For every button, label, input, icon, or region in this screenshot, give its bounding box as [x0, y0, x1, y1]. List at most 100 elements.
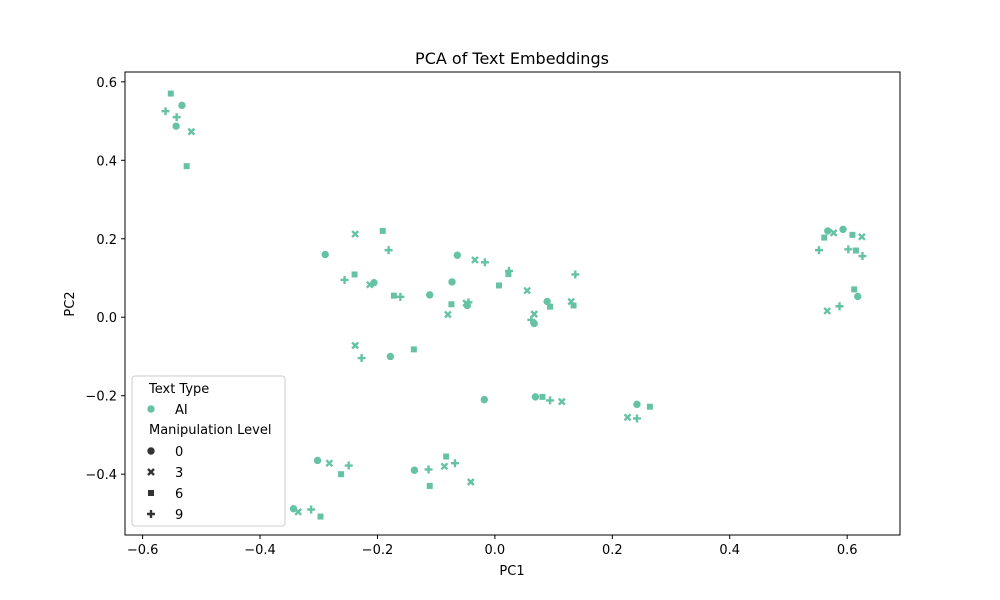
y-tick-label: 0.6	[96, 76, 117, 91]
data-point-level-9	[632, 414, 641, 423]
data-point-level-6	[183, 163, 190, 170]
legend-marker-level-0	[146, 446, 156, 456]
x-tick-label: −0.6	[127, 543, 159, 558]
data-point-level-0	[425, 290, 435, 300]
y-tick-label: 0.0	[96, 311, 117, 326]
data-point-level-6	[539, 393, 546, 400]
data-point-level-0	[171, 121, 181, 131]
chart-title: PCA of Text Embeddings	[415, 49, 609, 68]
data-point-level-9	[161, 107, 170, 116]
data-point-level-9	[357, 354, 366, 363]
legend-box	[131, 375, 286, 527]
y-tick-label: 0.4	[96, 154, 117, 169]
data-point-level-9	[844, 245, 853, 254]
data-point-level-6	[570, 302, 577, 309]
data-point-level-9	[340, 275, 349, 284]
data-point-level-9	[527, 315, 536, 324]
data-point-level-6	[495, 282, 502, 289]
data-point-level-6	[849, 231, 856, 238]
data-point-level-3	[466, 478, 475, 486]
legend-label-level: 3	[175, 466, 183, 481]
legend-entries: AI 0 3 6 9	[146, 403, 188, 523]
data-point-level-6	[448, 301, 455, 308]
data-point-level-9	[571, 270, 580, 279]
data-point-level-3	[351, 341, 360, 350]
legend-label-level: 0	[175, 445, 183, 460]
data-point-level-9	[307, 505, 316, 514]
legend-marker-level-6	[148, 490, 154, 496]
data-point-level-0	[480, 395, 489, 404]
data-point-level-0	[632, 400, 642, 409]
data-point-level-3	[294, 508, 303, 516]
plot-frame	[124, 71, 901, 536]
data-point-level-9	[384, 246, 393, 255]
y-tick-label: 0.2	[96, 233, 117, 248]
x-tick-label: −0.2	[362, 543, 394, 558]
data-point-level-6	[390, 292, 397, 299]
data-point-level-9	[344, 461, 353, 470]
data-point-level-3	[325, 459, 334, 468]
legend: Text Type Manipulation Level AI 0 3 6 9	[131, 375, 286, 527]
data-point-level-6	[351, 271, 358, 278]
data-point-level-0	[313, 456, 322, 465]
data-point-level-0	[410, 465, 419, 475]
data-point-level-9	[835, 302, 844, 311]
data-point-level-0	[453, 250, 462, 260]
x-tick-label: 0.0	[485, 543, 506, 558]
data-point-level-3	[365, 280, 374, 289]
data-point-level-9	[450, 459, 459, 468]
data-point-level-6	[379, 227, 386, 234]
y-tick-label: −0.4	[85, 468, 117, 483]
x-axis: −0.6 −0.4 −0.2 0.0 0.2 0.4 0.6	[127, 535, 858, 558]
data-point-level-9	[546, 396, 555, 405]
data-point-level-6	[167, 90, 174, 97]
x-tick-label: 0.4	[719, 543, 740, 558]
x-tick-label: −0.4	[244, 543, 276, 558]
data-point-level-3	[440, 462, 449, 471]
data-point-level-6	[426, 482, 433, 489]
data-point-level-9	[858, 252, 867, 261]
data-point-level-3	[351, 230, 360, 238]
data-point-level-3	[623, 413, 632, 422]
data-point-level-9	[396, 292, 405, 301]
data-point-level-9	[172, 113, 181, 122]
data-point-level-3	[444, 310, 452, 319]
y-axis: −0.4 −0.2 0.0 0.2 0.4 0.6	[85, 76, 125, 483]
data-point-level-0	[386, 352, 395, 361]
data-point-level-6	[646, 403, 653, 410]
data-point-level-3	[187, 127, 196, 136]
legend-marker-hue	[146, 404, 156, 414]
data-points	[161, 90, 867, 520]
data-point-level-9	[504, 266, 513, 275]
data-point-level-6	[443, 453, 450, 460]
data-point-level-6	[338, 471, 345, 478]
legend-hue-title: Text Type	[148, 382, 209, 397]
data-point-level-3	[471, 256, 479, 264]
data-point-level-0	[853, 292, 863, 301]
legend-marker-level-3	[147, 468, 155, 476]
y-axis-label: PC2	[63, 291, 78, 316]
data-point-level-0	[177, 101, 187, 110]
legend-label-hue: AI	[175, 403, 188, 418]
data-point-level-6	[317, 513, 324, 520]
data-point-level-6	[410, 346, 417, 353]
data-point-level-0	[838, 225, 848, 234]
data-point-level-3	[857, 232, 866, 241]
data-point-level-6	[821, 234, 828, 241]
legend-label-level: 6	[175, 487, 183, 502]
data-point-level-3	[523, 286, 532, 295]
y-tick-label: −0.2	[85, 390, 117, 405]
data-point-level-0	[447, 277, 457, 287]
data-point-level-0	[320, 250, 330, 259]
legend-style-title: Manipulation Level	[149, 423, 271, 438]
x-tick-label: 0.6	[837, 543, 858, 558]
data-point-level-3	[823, 307, 832, 315]
x-axis-label: PC1	[499, 564, 524, 579]
data-point-level-6	[852, 247, 859, 254]
legend-label-level: 9	[175, 508, 183, 523]
data-point-level-3	[557, 397, 566, 406]
data-point-level-6	[547, 303, 554, 310]
data-point-level-9	[424, 465, 433, 474]
x-tick-label: 0.2	[602, 543, 623, 558]
